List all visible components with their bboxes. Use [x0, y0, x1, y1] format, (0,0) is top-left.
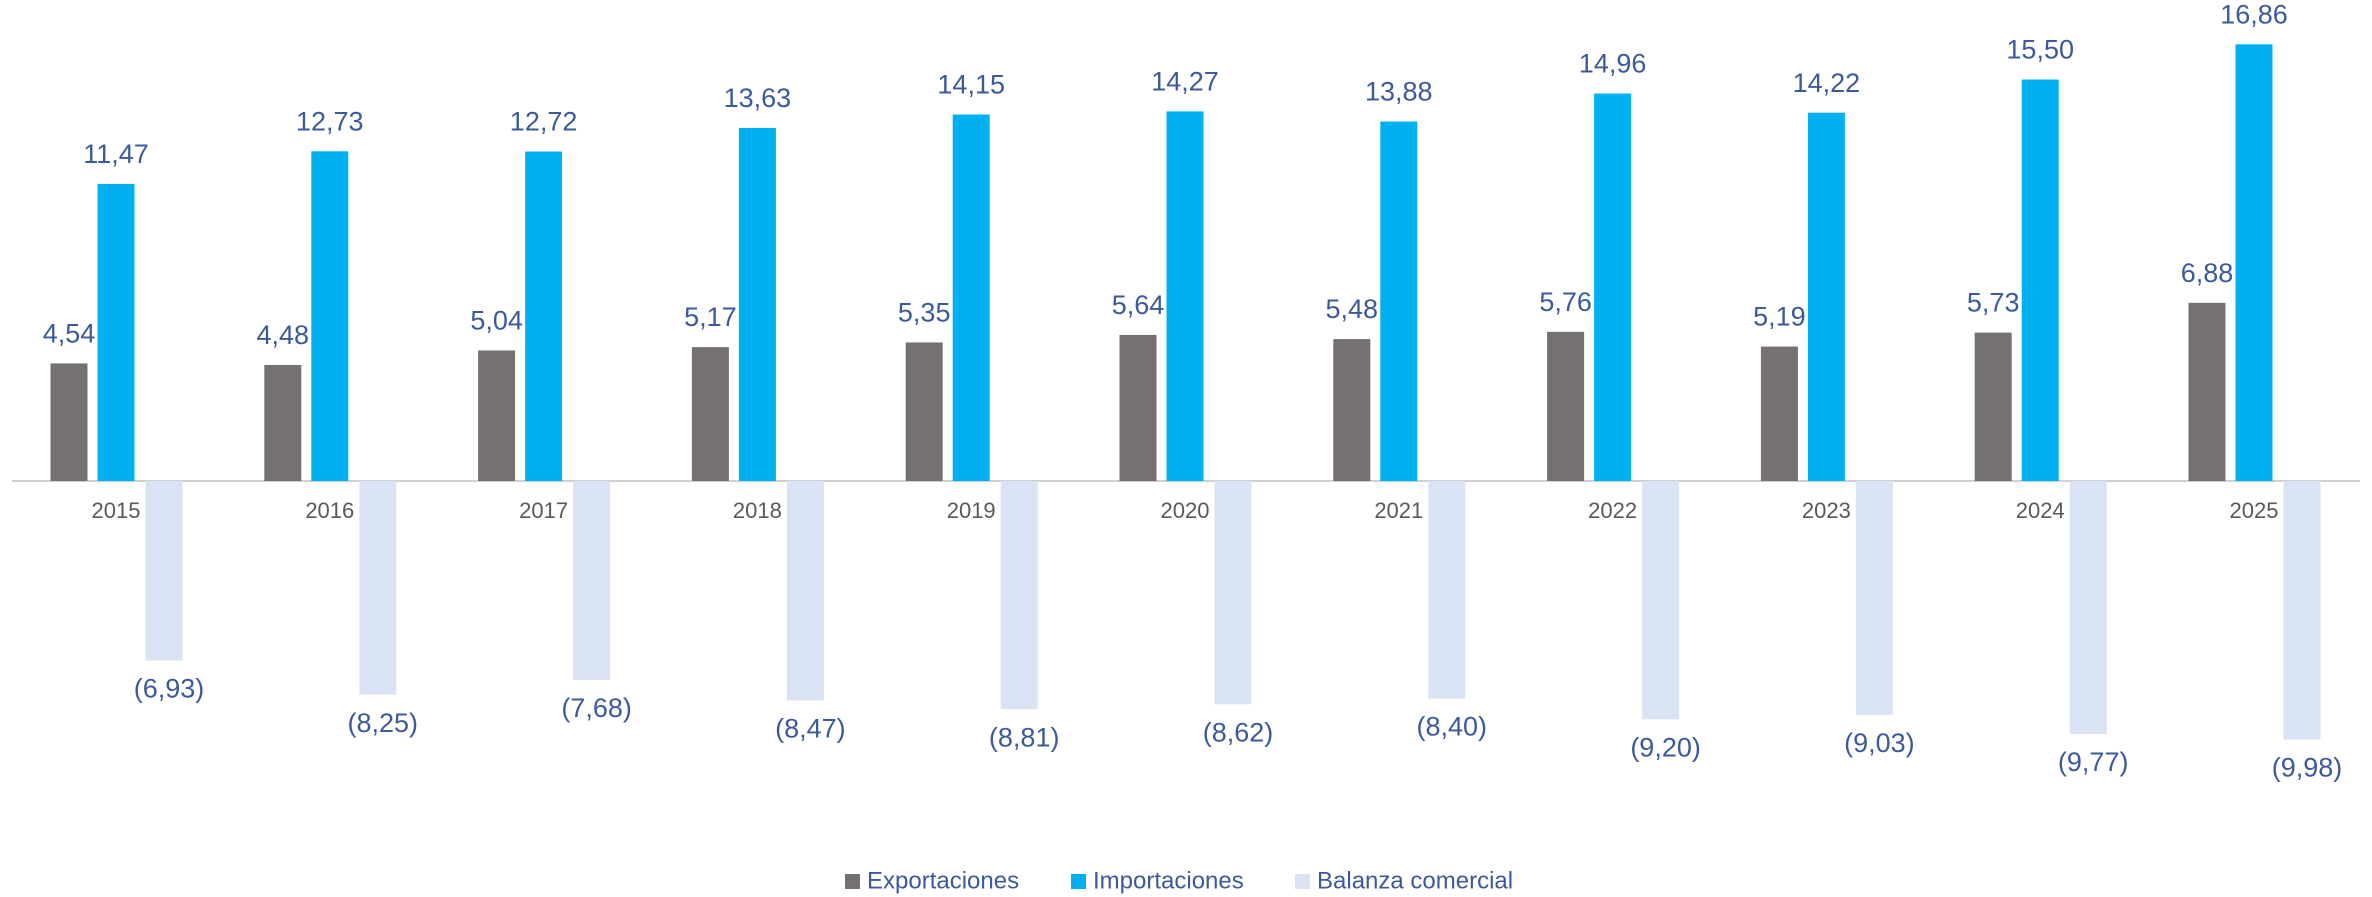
- data-label: 12,73: [296, 106, 364, 136]
- legend-label: Exportaciones: [867, 867, 1019, 894]
- data-label: 15,50: [2006, 35, 2074, 65]
- data-label: 5,73: [1967, 288, 2020, 318]
- data-label: 6,88: [2181, 258, 2234, 288]
- legend-marker: [1071, 874, 1086, 889]
- bar: [359, 481, 397, 695]
- data-label: 14,27: [1151, 67, 1219, 97]
- data-label: 4,54: [43, 319, 96, 349]
- data-label: (8,40): [1417, 712, 1488, 742]
- data-label: 5,76: [1539, 287, 1592, 317]
- bar: [1166, 111, 1204, 482]
- x-tick-label: 2019: [947, 498, 996, 523]
- data-label: 14,96: [1579, 49, 1647, 79]
- bar: [2235, 44, 2273, 482]
- data-label: 14,22: [1793, 68, 1861, 98]
- bar: [2283, 481, 2321, 740]
- data-label: (6,93): [134, 674, 205, 704]
- data-label: 13,88: [1365, 77, 1433, 107]
- data-label: 5,48: [1326, 294, 1379, 324]
- legend-marker: [1295, 874, 1310, 889]
- bar: [1214, 481, 1252, 705]
- bar: [952, 114, 990, 481]
- bar: [1000, 481, 1038, 710]
- bar: [573, 481, 611, 680]
- bar: [50, 363, 88, 481]
- x-tick-label: 2016: [305, 498, 354, 523]
- data-label: 12,72: [510, 107, 578, 137]
- bar: [1594, 93, 1632, 481]
- data-label: (8,81): [989, 722, 1060, 752]
- data-label: 11,47: [83, 139, 149, 169]
- bar: [2188, 302, 2226, 481]
- bar: [1807, 112, 1845, 482]
- x-tick-label: 2025: [2230, 498, 2279, 523]
- bar: [478, 350, 516, 481]
- x-tick-label: 2021: [1374, 498, 1423, 523]
- data-label: 4,48: [257, 320, 310, 350]
- bar: [145, 481, 183, 661]
- data-label: 5,64: [1112, 290, 1165, 320]
- bar: [1380, 121, 1418, 482]
- bar: [786, 481, 824, 701]
- x-tick-label: 2024: [2016, 498, 2065, 523]
- data-label: (9,77): [2058, 747, 2129, 777]
- x-tick-label: 2022: [1588, 498, 1637, 523]
- bar: [264, 364, 302, 481]
- bar: [1855, 481, 1893, 715]
- data-label: (8,62): [1203, 717, 1274, 747]
- data-label: (7,68): [561, 693, 632, 723]
- x-tick-label: 2018: [733, 498, 782, 523]
- bar: [1119, 334, 1157, 481]
- x-tick-label: 2017: [519, 498, 568, 523]
- data-label: (9,98): [2272, 753, 2343, 783]
- bar: [1642, 481, 1680, 720]
- data-label: (8,47): [775, 713, 846, 743]
- data-label: (9,20): [1630, 732, 1701, 762]
- bar: [2021, 79, 2059, 482]
- bar: [1333, 339, 1371, 481]
- data-label: 5,19: [1753, 302, 1806, 332]
- data-label: 16,86: [2220, 0, 2288, 29]
- bar: [2069, 481, 2107, 735]
- bar: [311, 151, 349, 481]
- bar: [691, 347, 729, 481]
- data-label: 14,15: [937, 70, 1005, 100]
- legend-label: Importaciones: [1093, 867, 1244, 894]
- bar: [525, 151, 563, 481]
- bar: [1428, 481, 1466, 699]
- bar: [1547, 331, 1585, 481]
- data-label: 5,04: [470, 306, 523, 336]
- x-tick-label: 2023: [1802, 498, 1851, 523]
- x-tick-label: 2015: [92, 498, 141, 523]
- data-label: 5,17: [684, 302, 737, 332]
- data-label: (9,03): [1844, 728, 1915, 758]
- data-label: 13,63: [724, 83, 792, 113]
- data-label: (8,25): [348, 708, 419, 738]
- bar: [1974, 332, 2012, 481]
- data-label: 5,35: [898, 298, 951, 328]
- bar: [905, 342, 943, 481]
- legend-label: Balanza comercial: [1317, 867, 1513, 894]
- bar: [97, 183, 135, 481]
- bar: [1760, 346, 1798, 481]
- bar: [738, 127, 776, 481]
- legend-marker: [845, 874, 860, 889]
- x-tick-label: 2020: [1161, 498, 1210, 523]
